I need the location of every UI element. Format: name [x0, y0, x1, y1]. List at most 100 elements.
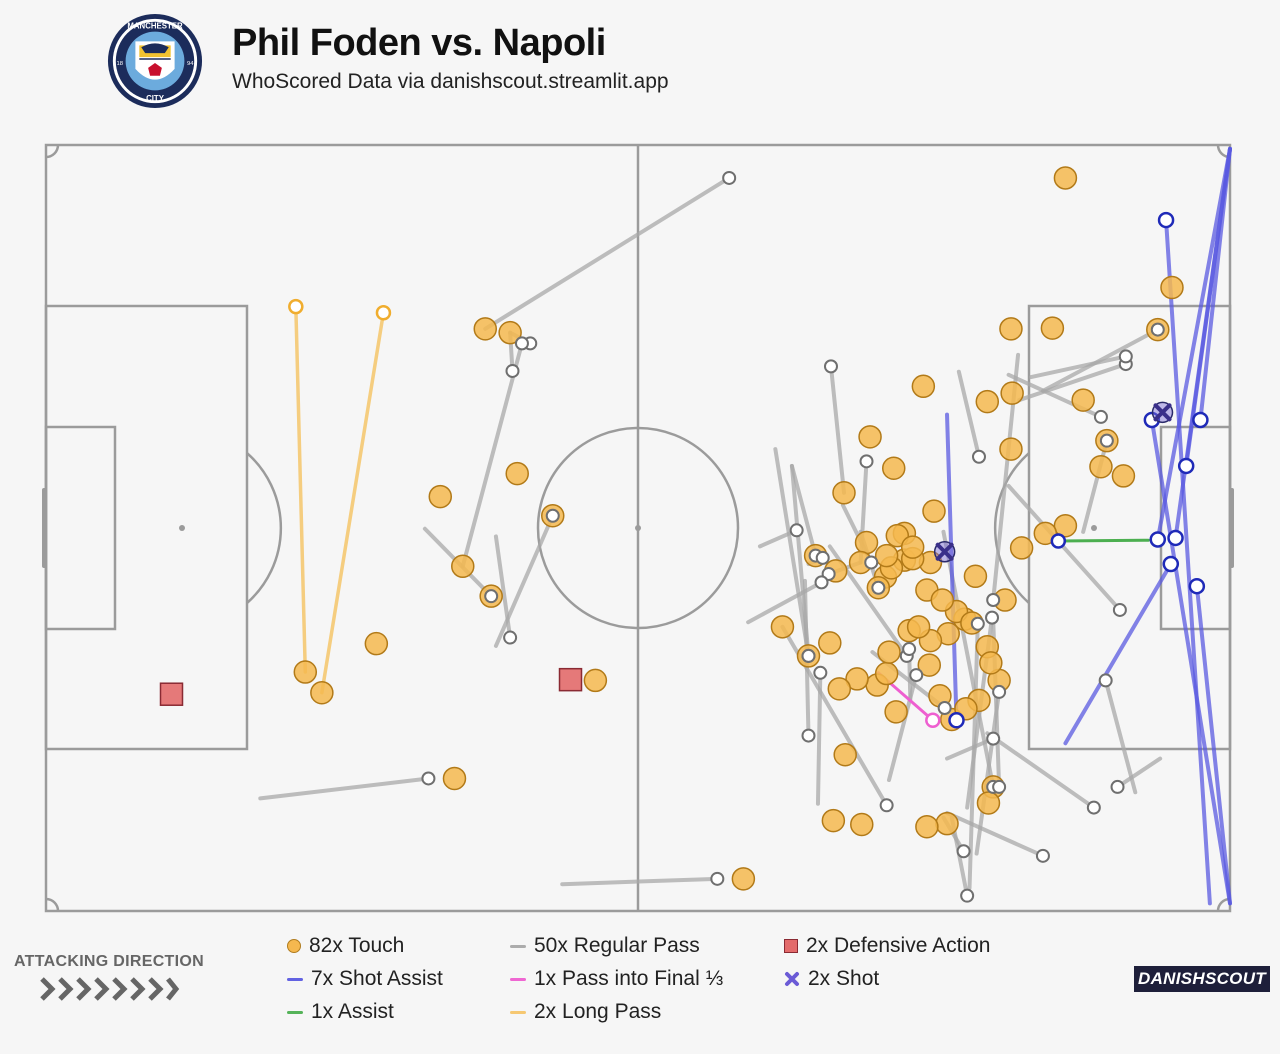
regular-pass-end-marker — [879, 798, 894, 813]
touch-marker — [821, 808, 846, 833]
touch-marker — [979, 651, 1003, 675]
regular-pass-line — [773, 447, 811, 658]
right-penalty-spot — [1091, 525, 1097, 531]
regular-pass-end-marker — [992, 684, 1007, 699]
legend-shot-label: 2x Shot — [808, 967, 880, 990]
touch-marker — [832, 481, 856, 505]
corner-arc-bl — [45, 897, 60, 912]
crest-year-left: 18 — [116, 61, 123, 67]
center-circle — [536, 426, 740, 630]
shot-assist-line — [1194, 584, 1232, 906]
left-penalty-spot — [179, 525, 185, 531]
regular-pass-end-marker — [1112, 602, 1127, 617]
shot-assist-end-marker — [1167, 529, 1184, 547]
regular-pass-end-marker — [1093, 409, 1108, 424]
left-six-yard-box — [44, 425, 117, 631]
brand-badge: DANISHSCOUT — [1134, 966, 1270, 992]
touch-marker — [874, 661, 899, 686]
legend-shot-swatch — [785, 972, 799, 986]
touch-marker — [428, 484, 453, 509]
regular-pass-end-marker — [1035, 848, 1050, 863]
shot-assist-end-marker — [1188, 577, 1206, 595]
legend-long-pass-swatch — [510, 1010, 526, 1014]
regular-pass-end-marker — [823, 359, 838, 374]
crest-ring-text: MANCHESTER — [127, 22, 183, 31]
defensive-action-layer — [159, 667, 583, 706]
regular-pass-line — [483, 175, 732, 331]
touch-marker — [1071, 388, 1095, 412]
regular-pass-end-marker — [1098, 673, 1113, 688]
touch-marker — [858, 425, 882, 449]
shot-assist-end-marker — [1157, 211, 1175, 229]
shot-assist-line — [1063, 562, 1173, 746]
defensive-action-marker — [159, 682, 184, 706]
shot-assist-end-marker — [1192, 411, 1209, 429]
regular-pass-line — [815, 670, 823, 806]
crest-year-right: 94 — [187, 61, 194, 67]
left-penalty-arc — [246, 452, 283, 604]
regular-pass-line — [789, 463, 818, 558]
long-pass-layer — [294, 304, 386, 695]
legend-shot-assist-swatch — [287, 977, 303, 981]
regular-pass-line — [985, 731, 1096, 810]
regular-pass-line — [460, 341, 524, 569]
touch-marker — [999, 317, 1023, 341]
legend-final-third-label: 1x Pass into Final ⅓ — [534, 967, 724, 990]
regular-pass-end-marker — [909, 668, 924, 683]
touch-marker — [731, 867, 756, 891]
legend-assist-label: 1x Assist — [311, 1000, 394, 1023]
shot-assist-end-marker — [1149, 531, 1167, 548]
touch-marker — [877, 640, 901, 664]
regular-pass-line — [967, 621, 980, 891]
regular-pass-end-marker — [814, 575, 829, 590]
regular-pass-end-marker — [815, 550, 830, 565]
regular-pass-line — [258, 776, 431, 801]
regular-pass-line — [956, 369, 981, 459]
legend-final-third: 1x Pass into Final ⅓ — [510, 966, 723, 992]
touch-marker — [818, 631, 842, 655]
touch-marker — [451, 554, 475, 579]
legend-regular-pass-swatch — [510, 944, 526, 948]
touch-marker — [930, 588, 955, 612]
regular-pass-line — [887, 673, 919, 783]
touch-marker — [1000, 381, 1024, 405]
legend-touch: 82x Touch — [287, 933, 404, 959]
regular-pass-end-marker — [1150, 322, 1165, 337]
center-spot — [635, 525, 641, 531]
assist-line — [1056, 538, 1150, 543]
regular-pass-end-marker — [722, 170, 737, 185]
touch-marker — [364, 631, 389, 656]
regular-pass-end-marker — [503, 630, 518, 645]
touch-marker — [854, 530, 879, 555]
attacking-direction-label: ATTACKING DIRECTION — [14, 953, 204, 970]
touch-marker — [999, 437, 1023, 461]
regular-pass-line — [746, 580, 824, 625]
corner-arc-tl — [45, 144, 60, 159]
legend-touch-swatch — [287, 939, 301, 953]
touch-marker — [874, 543, 899, 568]
regular-pass-end-marker — [1110, 779, 1125, 794]
regular-pass-end-marker — [801, 648, 816, 663]
regular-pass-end-marker — [956, 844, 971, 859]
regular-pass-end-marker — [992, 779, 1007, 794]
regular-pass-line — [560, 876, 720, 887]
touch-marker — [845, 667, 869, 691]
regular-pass-end-marker — [789, 523, 804, 538]
legend-regular-pass-label: 50x Regular Pass — [534, 934, 700, 957]
touch-marker — [906, 615, 931, 639]
legend-shot-assist: 7x Shot Assist — [287, 966, 443, 992]
regular-pass-end-marker — [937, 701, 952, 716]
regular-pass-end-marker — [986, 731, 1001, 746]
regular-pass-end-marker — [710, 871, 725, 886]
regular-pass-end-marker — [545, 508, 560, 523]
right-penalty-arc — [993, 452, 1030, 604]
legend-assist: 1x Assist — [287, 999, 394, 1025]
goal-markers — [42, 488, 1234, 568]
touch-marker — [1009, 536, 1034, 560]
shot-assist-line — [1164, 218, 1212, 906]
regular-pass-end-marker — [985, 610, 1000, 625]
regular-pass-end-marker — [813, 665, 828, 680]
legend-defensive-swatch — [784, 939, 798, 953]
regular-pass-end-marker — [505, 363, 520, 378]
